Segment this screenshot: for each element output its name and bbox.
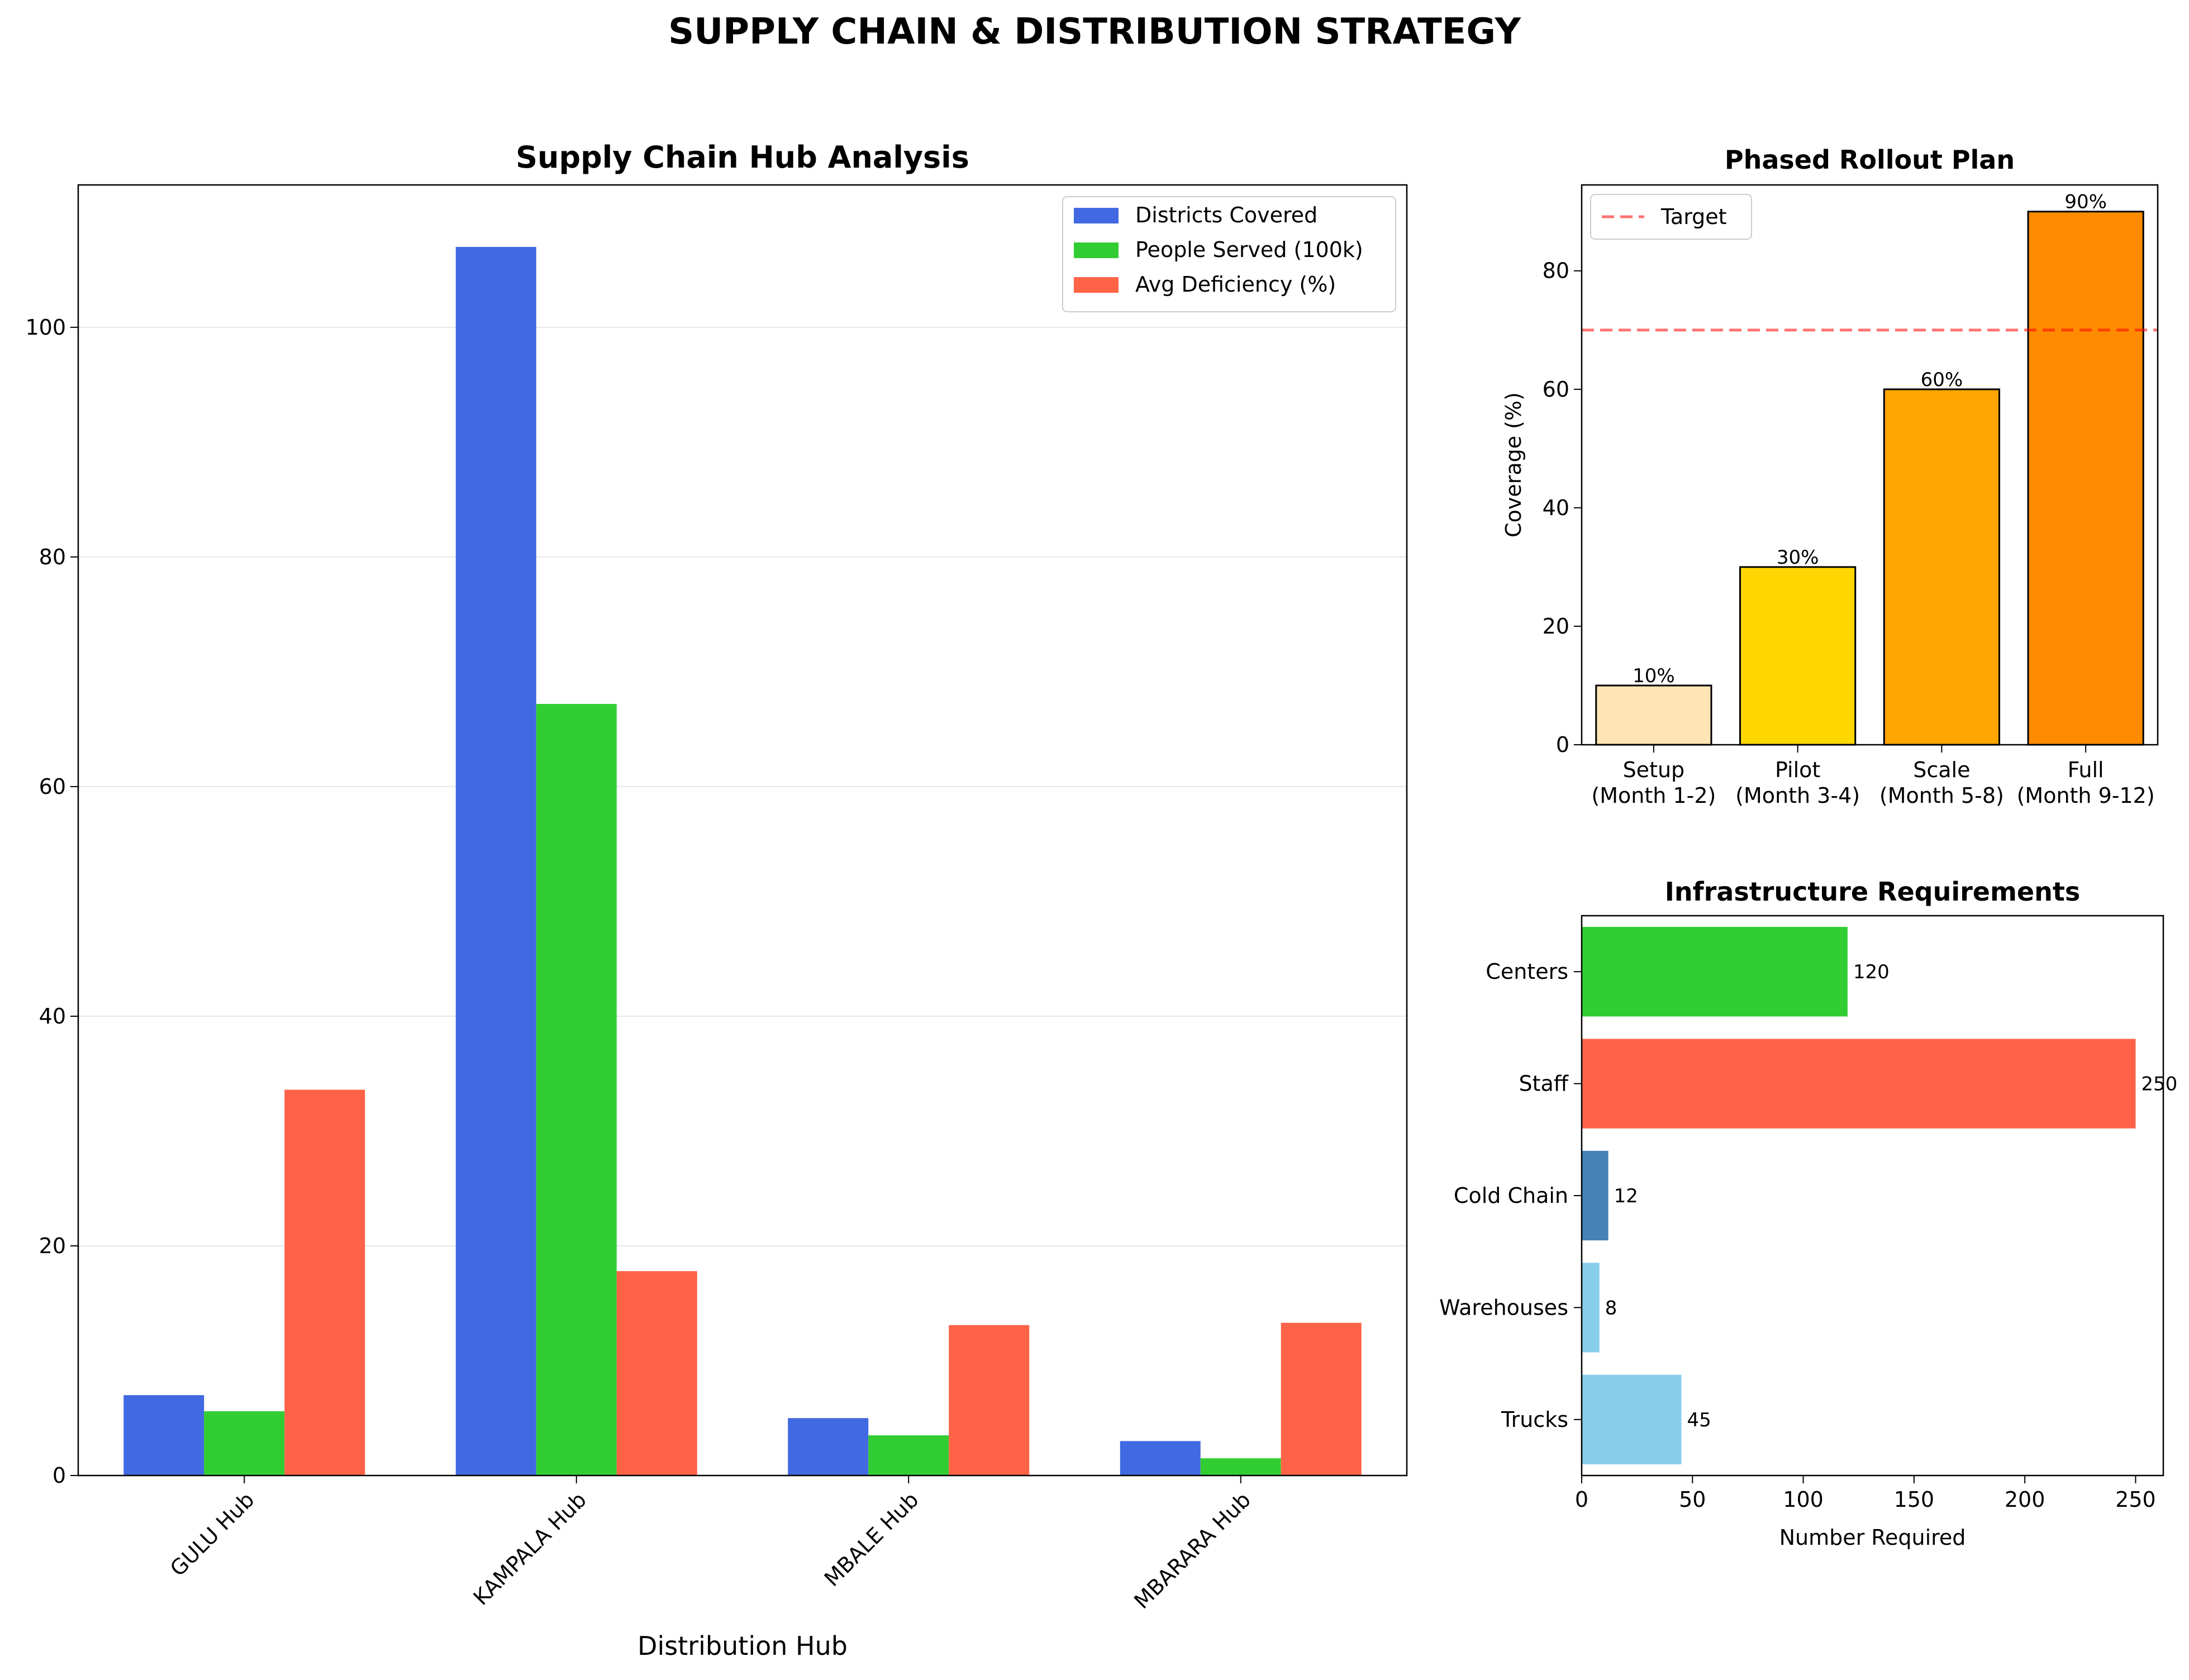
x-axis-label: Distribution Hub	[637, 1631, 848, 1661]
x-tick-label: 50	[1679, 1487, 1706, 1512]
x-tick-label: Setup	[1623, 758, 1685, 782]
bar-scale	[1883, 388, 2000, 746]
chart-title: Supply Chain Hub Analysis	[516, 140, 969, 175]
y-tick-label: Centers	[1486, 959, 1568, 984]
y-tick-label: 80	[39, 545, 66, 569]
figure-title: SUPPLY CHAIN & DISTRIBUTION STRATEGY	[668, 11, 1521, 53]
bar-cold-chain	[1582, 1150, 1609, 1241]
y-tick-label: 40	[1543, 496, 1569, 520]
bar-people-served-100k-mbarara-hub	[1200, 1458, 1281, 1476]
y-tick-label: 20	[39, 1234, 66, 1258]
legend-label: Avg Deficiency (%)	[1135, 272, 1336, 297]
x-tick-label: 250	[2115, 1487, 2156, 1512]
y-tick-label: 60	[1543, 377, 1569, 402]
bar-people-served-100k-gulu-hub	[204, 1411, 285, 1476]
bar-districts-covered-kampala-hub	[455, 246, 536, 1476]
bar-centers	[1582, 927, 1848, 1017]
legend-swatch-avg-deficiency	[1074, 277, 1119, 293]
bar-value-label: 45	[1687, 1409, 1711, 1431]
infrastructure-chart: Infrastructure Requirements 45 Trucks 8 Ware…	[1439, 877, 2177, 1550]
bar-districts-covered-mbale-hub	[788, 1418, 869, 1476]
y-tick-label: 0	[53, 1463, 66, 1488]
rollout-plan-chart: Phased Rollout Plan02040608010%Setup(Mon…	[1501, 145, 2159, 808]
bar-districts-covered-gulu-hub	[123, 1395, 204, 1476]
x-tick-label: 200	[2005, 1487, 2045, 1512]
bar-avg-deficiency-gulu-hub	[284, 1089, 365, 1476]
plot-frame	[1581, 184, 2159, 746]
y-tick-label: Warehouses	[1439, 1295, 1568, 1320]
bar-avg-deficiency-kampala-hub	[616, 1271, 697, 1476]
x-tick-label: Full	[2068, 758, 2104, 782]
y-tick-label: 100	[25, 315, 66, 340]
x-tick-label: 100	[1783, 1487, 1824, 1512]
bar-value-label: 8	[1605, 1297, 1617, 1319]
bar-people-served-100k-mbale-hub	[868, 1435, 949, 1476]
x-axis-label: Number Required	[1779, 1525, 1966, 1550]
bar-value-label: 12	[1614, 1185, 1638, 1207]
chart-title: Infrastructure Requirements	[1665, 877, 2081, 907]
bar-value-label: 120	[1853, 961, 1890, 983]
y-tick-label: 60	[39, 774, 66, 799]
bar-value-label: 90%	[2064, 191, 2107, 213]
legend-label: Target	[1660, 204, 1727, 229]
plot-frame	[77, 184, 1408, 1477]
y-axis-label: Coverage (%)	[1501, 392, 1526, 537]
bar-people-served-100k-kampala-hub	[536, 703, 617, 1476]
bar-avg-deficiency-mbale-hub	[949, 1325, 1030, 1476]
x-tick-label: Scale	[1913, 758, 1970, 782]
y-tick-label: Trucks	[1501, 1407, 1568, 1432]
x-tick-label: (Month 1-2)	[1591, 783, 1716, 808]
y-tick-label: 40	[39, 1004, 66, 1029]
x-tick-label: (Month 3-4)	[1735, 783, 1860, 808]
x-tick-label: Pilot	[1775, 758, 1820, 782]
y-tick-label: 20	[1543, 614, 1569, 639]
legend-label: Districts Covered	[1135, 203, 1317, 227]
bar-value-label: 60%	[1921, 369, 1963, 391]
legend-swatch-people-served-100k	[1074, 242, 1119, 258]
hub-analysis-chart: Supply Chain Hub Analysis020406080100GUL…	[25, 140, 1408, 1661]
bar-setup	[1595, 684, 1712, 746]
bar-pilot	[1739, 566, 1857, 746]
bar-value-label: 10%	[1633, 665, 1675, 687]
bar-staff	[1582, 1039, 2136, 1129]
y-tick-label: Cold Chain	[1454, 1183, 1568, 1208]
bar-warehouses	[1582, 1263, 1600, 1353]
plot-frame	[1581, 915, 2164, 1477]
y-tick-label: 0	[1556, 732, 1569, 757]
bar-avg-deficiency-mbarara-hub	[1281, 1322, 1362, 1476]
bar-full	[2027, 211, 2144, 746]
legend-box	[1062, 196, 1396, 312]
y-tick-label: 80	[1543, 259, 1569, 283]
x-tick-label: (Month 9-12)	[2017, 783, 2155, 808]
bar-trucks	[1582, 1374, 1682, 1464]
bar-value-label: 250	[2141, 1073, 2177, 1096]
x-tick-label: (Month 5-8)	[1879, 783, 2004, 808]
legend-box	[1590, 194, 1752, 240]
x-tick-label: 0	[1575, 1487, 1588, 1512]
chart-title: Phased Rollout Plan	[1725, 145, 2015, 175]
legend-swatch-districts-covered	[1074, 208, 1119, 223]
x-tick-label: 150	[1894, 1487, 1935, 1512]
y-tick-label: Staff	[1519, 1072, 1569, 1096]
bar-districts-covered-mbarara-hub	[1120, 1441, 1201, 1476]
legend-label: People Served (100k)	[1135, 237, 1363, 262]
bar-value-label: 30%	[1777, 546, 1819, 569]
